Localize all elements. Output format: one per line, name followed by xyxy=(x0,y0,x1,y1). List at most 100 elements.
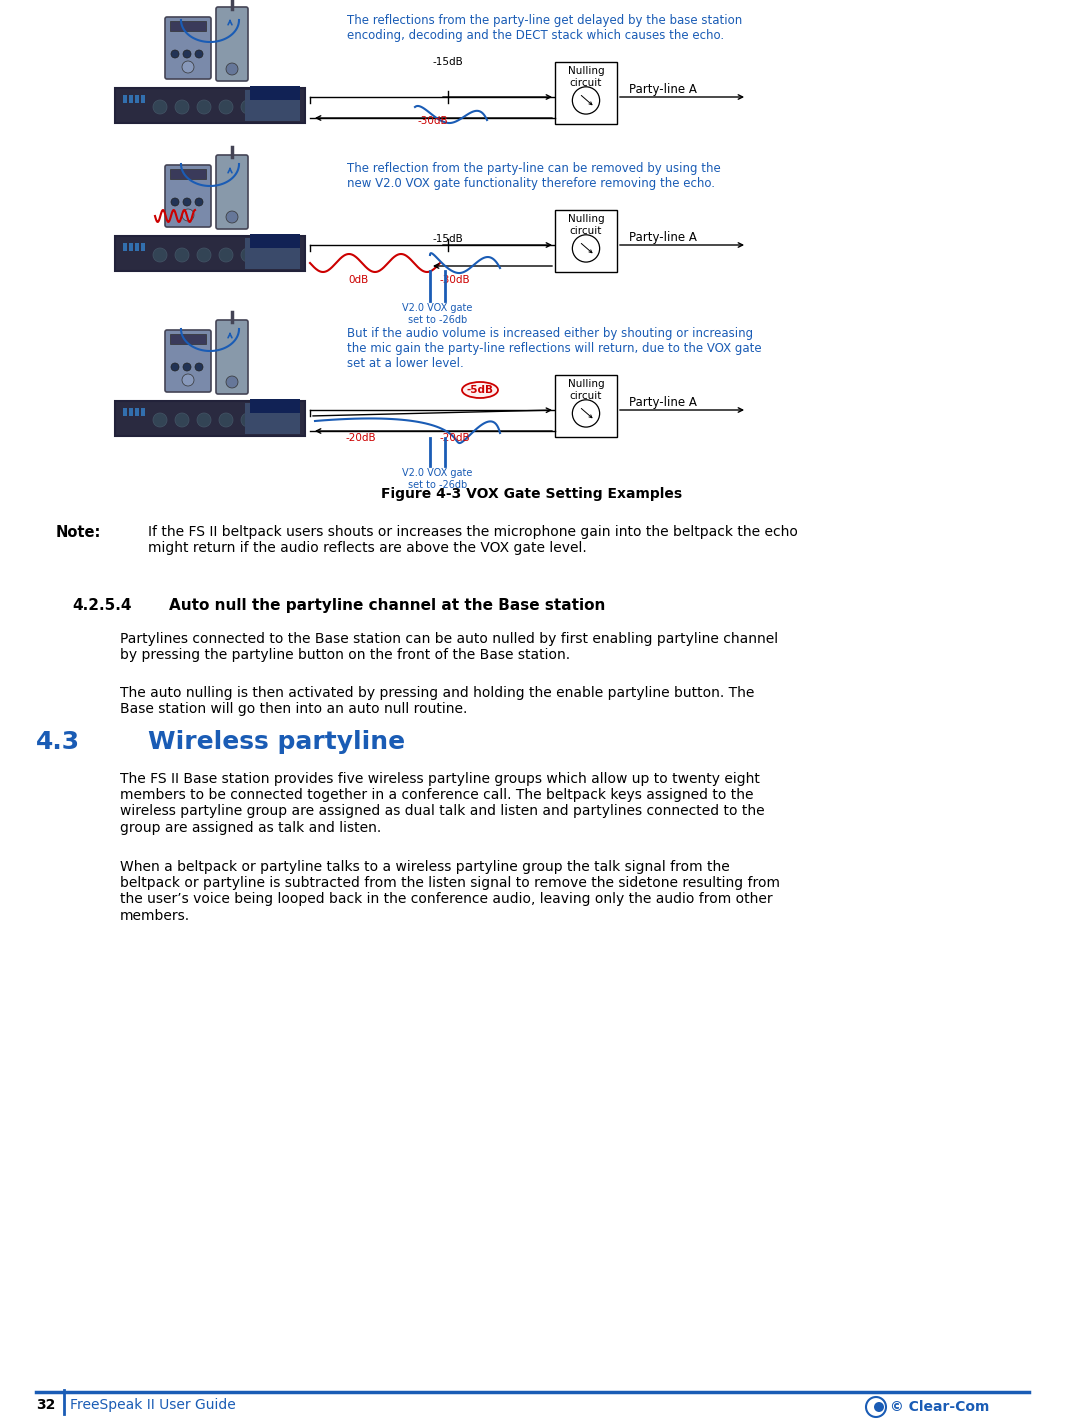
Circle shape xyxy=(241,413,255,427)
Text: Wireless partyline: Wireless partyline xyxy=(148,730,405,754)
Text: -30dB: -30dB xyxy=(440,275,471,285)
Bar xyxy=(129,95,133,102)
Circle shape xyxy=(182,61,194,73)
FancyBboxPatch shape xyxy=(165,17,211,80)
Bar xyxy=(245,238,300,269)
Circle shape xyxy=(195,50,203,58)
Text: Nulling
circuit: Nulling circuit xyxy=(568,213,604,236)
Circle shape xyxy=(183,50,191,58)
Text: The FS II Base station provides five wireless partyline groups which allow up to: The FS II Base station provides five wir… xyxy=(120,773,765,835)
Circle shape xyxy=(572,400,600,427)
Bar xyxy=(122,95,127,102)
Text: -5dB: -5dB xyxy=(466,386,493,396)
Bar xyxy=(129,408,133,416)
Text: Party-line A: Party-line A xyxy=(629,83,697,95)
Circle shape xyxy=(153,248,167,262)
Bar xyxy=(115,235,305,270)
Circle shape xyxy=(263,413,277,427)
Text: Party-line A: Party-line A xyxy=(629,231,697,243)
Circle shape xyxy=(226,376,237,388)
Bar xyxy=(555,63,617,124)
Circle shape xyxy=(226,63,237,75)
Circle shape xyxy=(171,363,179,371)
Circle shape xyxy=(175,248,189,262)
Bar xyxy=(245,90,300,121)
Circle shape xyxy=(219,100,233,114)
Circle shape xyxy=(263,100,277,114)
Circle shape xyxy=(182,209,194,221)
Text: -30dB: -30dB xyxy=(417,117,448,127)
Bar xyxy=(135,95,140,102)
Circle shape xyxy=(219,413,233,427)
Bar xyxy=(115,87,305,122)
Circle shape xyxy=(241,100,255,114)
Text: FreeSpeak II User Guide: FreeSpeak II User Guide xyxy=(70,1397,235,1412)
Text: 4.3: 4.3 xyxy=(36,730,80,754)
Text: The reflections from the party-line get delayed by the base station
encoding, de: The reflections from the party-line get … xyxy=(347,14,742,43)
FancyBboxPatch shape xyxy=(165,330,211,391)
Text: Note:: Note: xyxy=(56,525,101,539)
FancyBboxPatch shape xyxy=(165,165,211,228)
Text: Auto null the partyline channel at the Base station: Auto null the partyline channel at the B… xyxy=(148,598,605,613)
Circle shape xyxy=(175,413,189,427)
Circle shape xyxy=(197,248,211,262)
Circle shape xyxy=(182,374,194,386)
Circle shape xyxy=(153,413,167,427)
Circle shape xyxy=(572,87,600,114)
Text: -15dB: -15dB xyxy=(432,233,463,243)
Circle shape xyxy=(866,1397,886,1417)
Bar xyxy=(141,95,145,102)
Circle shape xyxy=(183,363,191,371)
Bar xyxy=(555,376,617,437)
Bar xyxy=(122,243,127,250)
FancyBboxPatch shape xyxy=(216,155,248,229)
Text: -15dB: -15dB xyxy=(432,57,463,67)
Bar xyxy=(141,408,145,416)
Bar xyxy=(555,211,617,272)
Circle shape xyxy=(195,363,203,371)
Bar xyxy=(250,398,300,413)
Text: But if the audio volume is increased either by shouting or increasing
the mic ga: But if the audio volume is increased eit… xyxy=(347,327,761,370)
Bar xyxy=(129,243,133,250)
Text: Partylines connected to the Base station can be auto nulled by first enabling pa: Partylines connected to the Base station… xyxy=(120,632,779,662)
Text: V2.0 VOX gate
set to -26db: V2.0 VOX gate set to -26db xyxy=(403,468,473,490)
Text: -20dB: -20dB xyxy=(440,433,471,443)
Text: 32: 32 xyxy=(36,1397,55,1412)
Ellipse shape xyxy=(462,381,498,398)
Bar xyxy=(170,334,206,344)
Circle shape xyxy=(226,211,237,223)
Bar xyxy=(250,85,300,100)
Text: When a beltpack or partyline talks to a wireless partyline group the talk signal: When a beltpack or partyline talks to a … xyxy=(120,859,780,922)
Text: Party-line A: Party-line A xyxy=(629,396,697,408)
Circle shape xyxy=(197,413,211,427)
Circle shape xyxy=(195,198,203,206)
Text: 0dB: 0dB xyxy=(348,275,368,285)
Circle shape xyxy=(153,100,167,114)
FancyBboxPatch shape xyxy=(216,7,248,81)
Bar xyxy=(170,21,206,31)
Bar xyxy=(250,233,300,248)
Bar xyxy=(141,243,145,250)
Text: If the FS II beltpack users shouts or increases the microphone gain into the bel: If the FS II beltpack users shouts or in… xyxy=(148,525,798,555)
Circle shape xyxy=(241,248,255,262)
Circle shape xyxy=(171,50,179,58)
FancyBboxPatch shape xyxy=(216,320,248,394)
Bar xyxy=(115,400,305,435)
Circle shape xyxy=(263,248,277,262)
Text: 4.2.5.4: 4.2.5.4 xyxy=(72,598,131,613)
Circle shape xyxy=(874,1402,884,1412)
Text: V2.0 VOX gate
set to -26db: V2.0 VOX gate set to -26db xyxy=(403,303,473,324)
Text: The auto nulling is then activated by pressing and holding the enable partyline : The auto nulling is then activated by pr… xyxy=(120,686,754,716)
Text: The reflection from the party-line can be removed by using the
new V2.0 VOX gate: The reflection from the party-line can b… xyxy=(347,162,721,191)
Text: Nulling
circuit: Nulling circuit xyxy=(568,65,604,88)
Circle shape xyxy=(572,235,600,262)
Text: © Clear-Com: © Clear-Com xyxy=(890,1400,989,1414)
Bar xyxy=(135,408,140,416)
Bar xyxy=(245,403,300,434)
Bar xyxy=(122,408,127,416)
Bar xyxy=(170,169,206,179)
Bar xyxy=(135,243,140,250)
Text: Figure 4-3 VOX Gate Setting Examples: Figure 4-3 VOX Gate Setting Examples xyxy=(381,487,683,501)
Text: -20dB: -20dB xyxy=(345,433,376,443)
Circle shape xyxy=(197,100,211,114)
